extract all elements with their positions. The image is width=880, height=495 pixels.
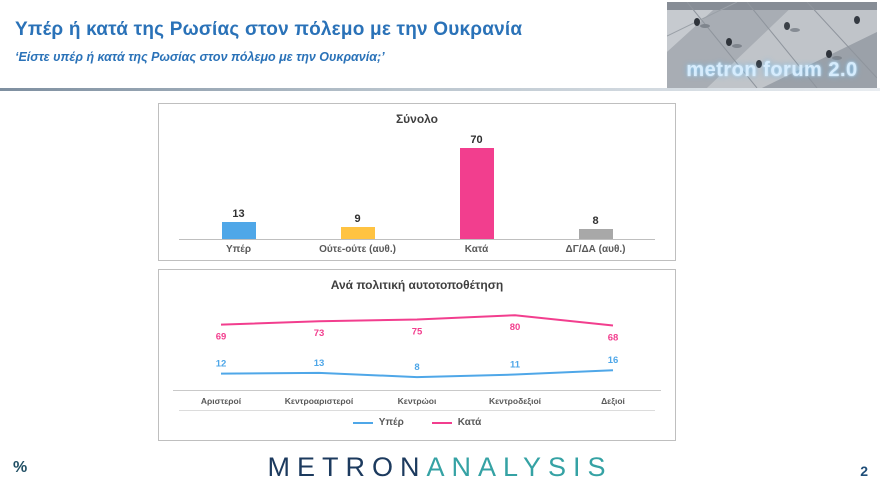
slide: Υπέρ ή κατά της Ρωσίας στον πόλεμο με τη… bbox=[0, 0, 880, 495]
x-axis-category-label: Κεντροαριστεροί bbox=[285, 396, 354, 406]
bar-value-label: 8 bbox=[592, 215, 598, 227]
series-data-label: 11 bbox=[510, 360, 521, 371]
metron-analysis-logo-metron: METRON bbox=[267, 452, 426, 482]
header-divider bbox=[0, 88, 880, 91]
bar-value-label: 70 bbox=[470, 134, 482, 146]
bar-category-label: Υπέρ bbox=[179, 244, 298, 255]
line-plot-area: 12 13 8 11 16 69 73 75 80 68 Αριστεροί Κεντροαριστε… bbox=[159, 292, 675, 410]
x-axis-category-label: Δεξιοί bbox=[601, 396, 625, 406]
legend-item: Υπέρ bbox=[353, 417, 404, 428]
page-subtitle: ‘Είστε υπέρ ή κατά της Ρωσίας στον πόλεμ… bbox=[15, 50, 385, 64]
series-data-label: 80 bbox=[510, 322, 521, 333]
legend-item: Κατά bbox=[432, 417, 481, 428]
line-chart-title: Ανά πολιτική αυτοτοποθέτηση bbox=[159, 278, 675, 292]
series-data-label: 68 bbox=[608, 333, 619, 344]
chart-legend: Υπέρ Κατά bbox=[179, 410, 655, 432]
series-line bbox=[221, 315, 613, 325]
bar-chart-title: Σύνολο bbox=[159, 112, 675, 126]
series-data-label: 75 bbox=[412, 327, 423, 338]
x-axis-category-label: Κεντροδεξιοί bbox=[489, 396, 542, 406]
x-axis-category-label: Αριστεροί bbox=[201, 396, 242, 406]
metron-forum-logo: metron forum 2.0 bbox=[667, 2, 877, 88]
legend-label: Κατά bbox=[458, 417, 481, 428]
x-axis-category-label: Κεντρώοι bbox=[398, 396, 437, 406]
page-number: 2 bbox=[860, 463, 868, 479]
bar bbox=[341, 227, 375, 239]
series-data-label: 73 bbox=[314, 328, 325, 339]
bar-chart-panel: Σύνολο 13 9 70 8 ΥπέρΟύτε-ούτε (αυθ.)ΚατάΔΓ… bbox=[158, 103, 676, 261]
series-data-label: 13 bbox=[314, 358, 325, 369]
legend-line-sample bbox=[353, 422, 373, 424]
bar bbox=[460, 148, 494, 239]
bar-category-label: ΔΓ/ΔΑ (αυθ.) bbox=[536, 244, 655, 255]
bar-category-label: Κατά bbox=[417, 244, 536, 255]
bar-column: 8 bbox=[536, 215, 655, 239]
legend-label: Υπέρ bbox=[379, 417, 404, 428]
bar-plot-area: 13 9 70 8 bbox=[179, 129, 655, 240]
legend-line-sample bbox=[432, 422, 452, 424]
bar-value-label: 9 bbox=[354, 213, 360, 225]
page-title: Υπέρ ή κατά της Ρωσίας στον πόλεμο με τη… bbox=[15, 19, 522, 41]
line-chart-panel: Ανά πολιτική αυτοτοποθέτηση 12 13 8 11 16 69 7… bbox=[158, 269, 676, 441]
bar-column: 70 bbox=[417, 134, 536, 239]
bar-value-label: 13 bbox=[232, 208, 244, 220]
metron-forum-logo-text: metron forum 2.0 bbox=[667, 59, 877, 82]
bar-column: 13 bbox=[179, 208, 298, 239]
bar bbox=[579, 229, 613, 239]
metron-analysis-logo: METRONANALYSIS bbox=[0, 452, 880, 483]
series-data-label: 69 bbox=[216, 332, 227, 343]
bar-category-label: Ούτε-ούτε (αυθ.) bbox=[298, 244, 417, 255]
bar-column: 9 bbox=[298, 213, 417, 239]
bar-category-axis: ΥπέρΟύτε-ούτε (αυθ.)ΚατάΔΓ/ΔΑ (αυθ.) bbox=[179, 244, 655, 255]
series-data-label: 8 bbox=[414, 362, 419, 373]
series-data-label: 16 bbox=[608, 355, 619, 366]
bar bbox=[222, 222, 256, 239]
series-data-label: 12 bbox=[216, 359, 227, 370]
metron-analysis-logo-analysis: ANALYSIS bbox=[426, 452, 612, 482]
